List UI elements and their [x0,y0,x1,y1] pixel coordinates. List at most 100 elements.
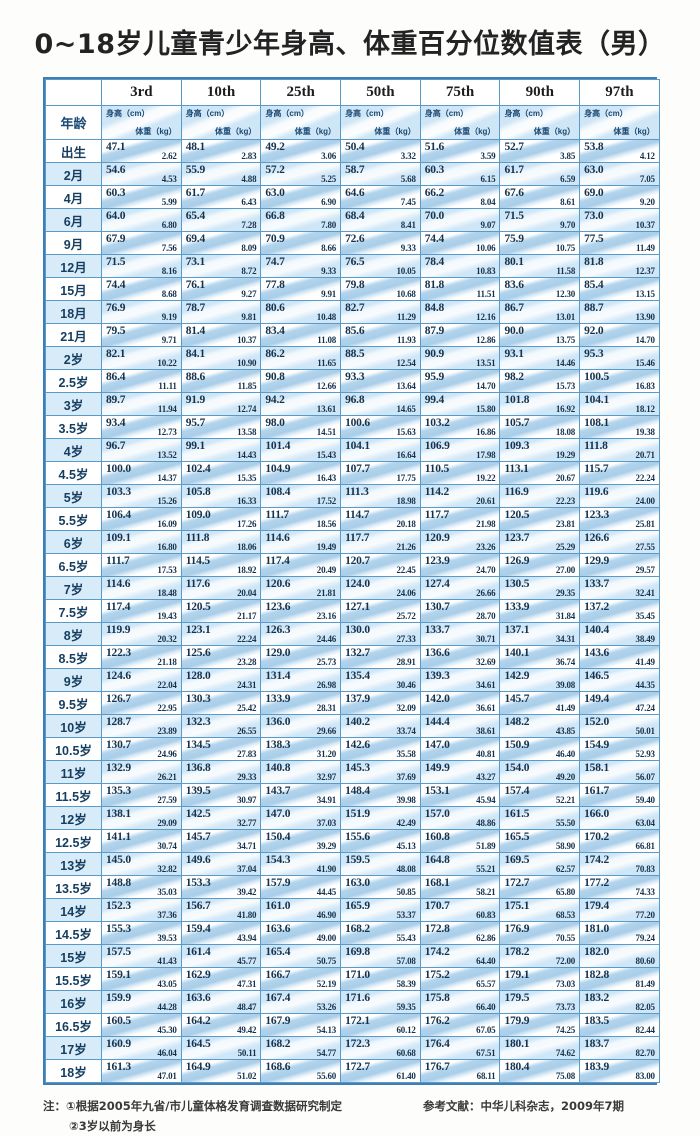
value-cell: 90.8 12.66 [260,369,342,393]
age-label-cell: 2岁 [45,346,102,370]
height-value: 157.5 [106,946,131,958]
table-row: 14岁 152.3 37.36 156.7 41.80 161.0 46.90 165.9 53… [45,898,660,922]
value-cell: 90.9 13.51 [419,346,501,370]
weight-value: 13.52 [157,450,177,460]
height-value: 79.8 [345,279,365,291]
value-cell: 139.3 34.61 [419,668,501,692]
value-cell: 135.4 30.46 [340,668,421,692]
table-row: 12月 71.5 8.16 73.1 8.72 74.7 9.33 76.5 10.05 78.4… [45,254,660,278]
value-cell: 89.7 11.94 [101,392,182,416]
weight-value: 3.85 [560,151,576,161]
height-value: 165.5 [504,831,530,843]
height-value: 171.6 [345,992,370,1004]
height-value: 165.9 [345,900,370,912]
height-value: 84.1 [185,348,206,360]
weight-value: 77.20 [635,910,655,920]
value-cell: 132.9 26.21 [101,760,182,784]
age-label-cell: 2.5岁 [45,369,102,393]
weight-value: 7.05 [639,174,655,184]
weight-value: 52.19 [316,979,337,989]
table-row: 9.5岁 126.7 22.95 130.3 25.42 133.9 28.31 137.9 3… [45,691,660,715]
weight-value: 11.93 [396,335,416,345]
value-cell: 83.6 12.30 [499,277,581,301]
height-value: 183.5 [584,1015,610,1027]
height-value: 169.8 [345,946,370,958]
value-cell: 138.3 31.20 [260,737,342,761]
weight-value: 9.81 [241,312,257,322]
height-value: 149.9 [424,762,450,774]
value-cell: 182.0 80.60 [579,944,660,968]
height-value: 175.1 [504,900,530,912]
weight-value: 11.08 [317,335,337,345]
weight-value: 44.35 [635,680,655,690]
weight-value: 59.40 [635,795,655,805]
weight-value: 14.37 [157,473,177,483]
value-cell: 181.0 79.24 [579,921,660,945]
value-cell: 127.1 25.72 [340,599,421,623]
value-cell: 120.5 21.17 [180,599,262,623]
age-label-cell: 出生 [45,139,102,163]
header-percentile-97th: 97th [579,79,660,106]
table-row: 8.5岁 122.3 21.18 125.6 23.28 129.0 25.73 132.7 2… [45,645,660,669]
value-cell: 167.9 54.13 [260,1013,342,1037]
value-cell: 111.7 17.53 [101,553,182,577]
height-value: 135.3 [106,785,131,797]
height-value: 120.5 [185,601,211,613]
height-value: 77.5 [584,233,604,245]
value-cell: 168.1 58.21 [419,875,501,899]
table-row: 5岁 103.3 15.26 105.8 16.33 108.4 17.52 111.3 18.… [45,484,660,508]
value-cell: 172.7 65.80 [499,875,581,899]
weight-value: 16.80 [157,542,177,552]
height-value: 123.7 [504,532,530,544]
height-value: 49.2 [265,141,285,153]
height-value: 129.0 [265,647,291,659]
weight-value: 24.70 [476,565,496,575]
value-cell: 78.4 10.83 [419,254,501,278]
weight-value: 73.73 [555,1002,576,1012]
height-value: 140.2 [345,716,370,728]
weight-value: 13.90 [635,312,655,322]
weight-value: 14.43 [237,450,257,460]
table-row: 4.5岁 100.0 14.37 102.4 15.35 104.9 16.43 107.7 1… [45,461,660,485]
height-value: 82.7 [345,302,365,314]
age-label-cell: 4岁 [45,438,102,462]
age-label-cell: 15.5岁 [45,967,102,991]
height-value: 115.7 [584,463,609,475]
value-cell: 124.0 24.06 [340,576,421,600]
weight-value: 17.52 [316,496,337,506]
height-value: 142.6 [345,739,370,751]
weight-value: 15.63 [396,427,416,437]
weight-value: 9.07 [480,220,496,230]
weight-value: 34.91 [316,795,337,805]
height-value: 132.9 [106,762,131,774]
value-cell: 140.2 33.74 [340,714,421,738]
height-value: 74.4 [424,233,445,245]
height-value: 52.7 [504,141,524,153]
value-cell: 168.6 55.60 [260,1059,342,1083]
value-cell: 179.9 74.25 [499,1013,581,1037]
value-cell: 146.5 44.35 [579,668,660,692]
weight-value: 18.12 [635,404,655,414]
age-label-cell: 12.5岁 [45,829,102,853]
height-value: 172.7 [504,877,530,889]
weight-value: 26.21 [157,772,177,782]
height-value: 126.9 [504,555,530,567]
value-cell: 81.4 10.37 [180,323,262,347]
height-value: 143.7 [265,785,291,797]
value-cell: 182.8 81.49 [579,967,660,991]
height-value: 130.7 [424,601,450,613]
weight-value: 41.49 [555,703,576,713]
value-cell: 100.5 16.83 [579,369,660,393]
height-value: 93.3 [345,371,365,383]
value-cell: 156.7 41.80 [180,898,262,922]
header-percentile-3rd: 3rd [101,79,182,106]
height-value: 86.7 [504,302,524,314]
value-cell: 137.2 35.45 [579,599,660,623]
value-cell: 115.7 22.24 [579,461,660,485]
weight-value: 16.92 [555,404,576,414]
table-row: 6岁 109.1 16.80 111.8 18.06 114.6 19.49 117.7 21.… [45,530,660,554]
weight-value: 61.40 [396,1071,416,1081]
value-cell: 51.6 3.59 [419,139,501,163]
weight-value: 27.59 [157,795,177,805]
height-value: 147.0 [424,739,450,751]
